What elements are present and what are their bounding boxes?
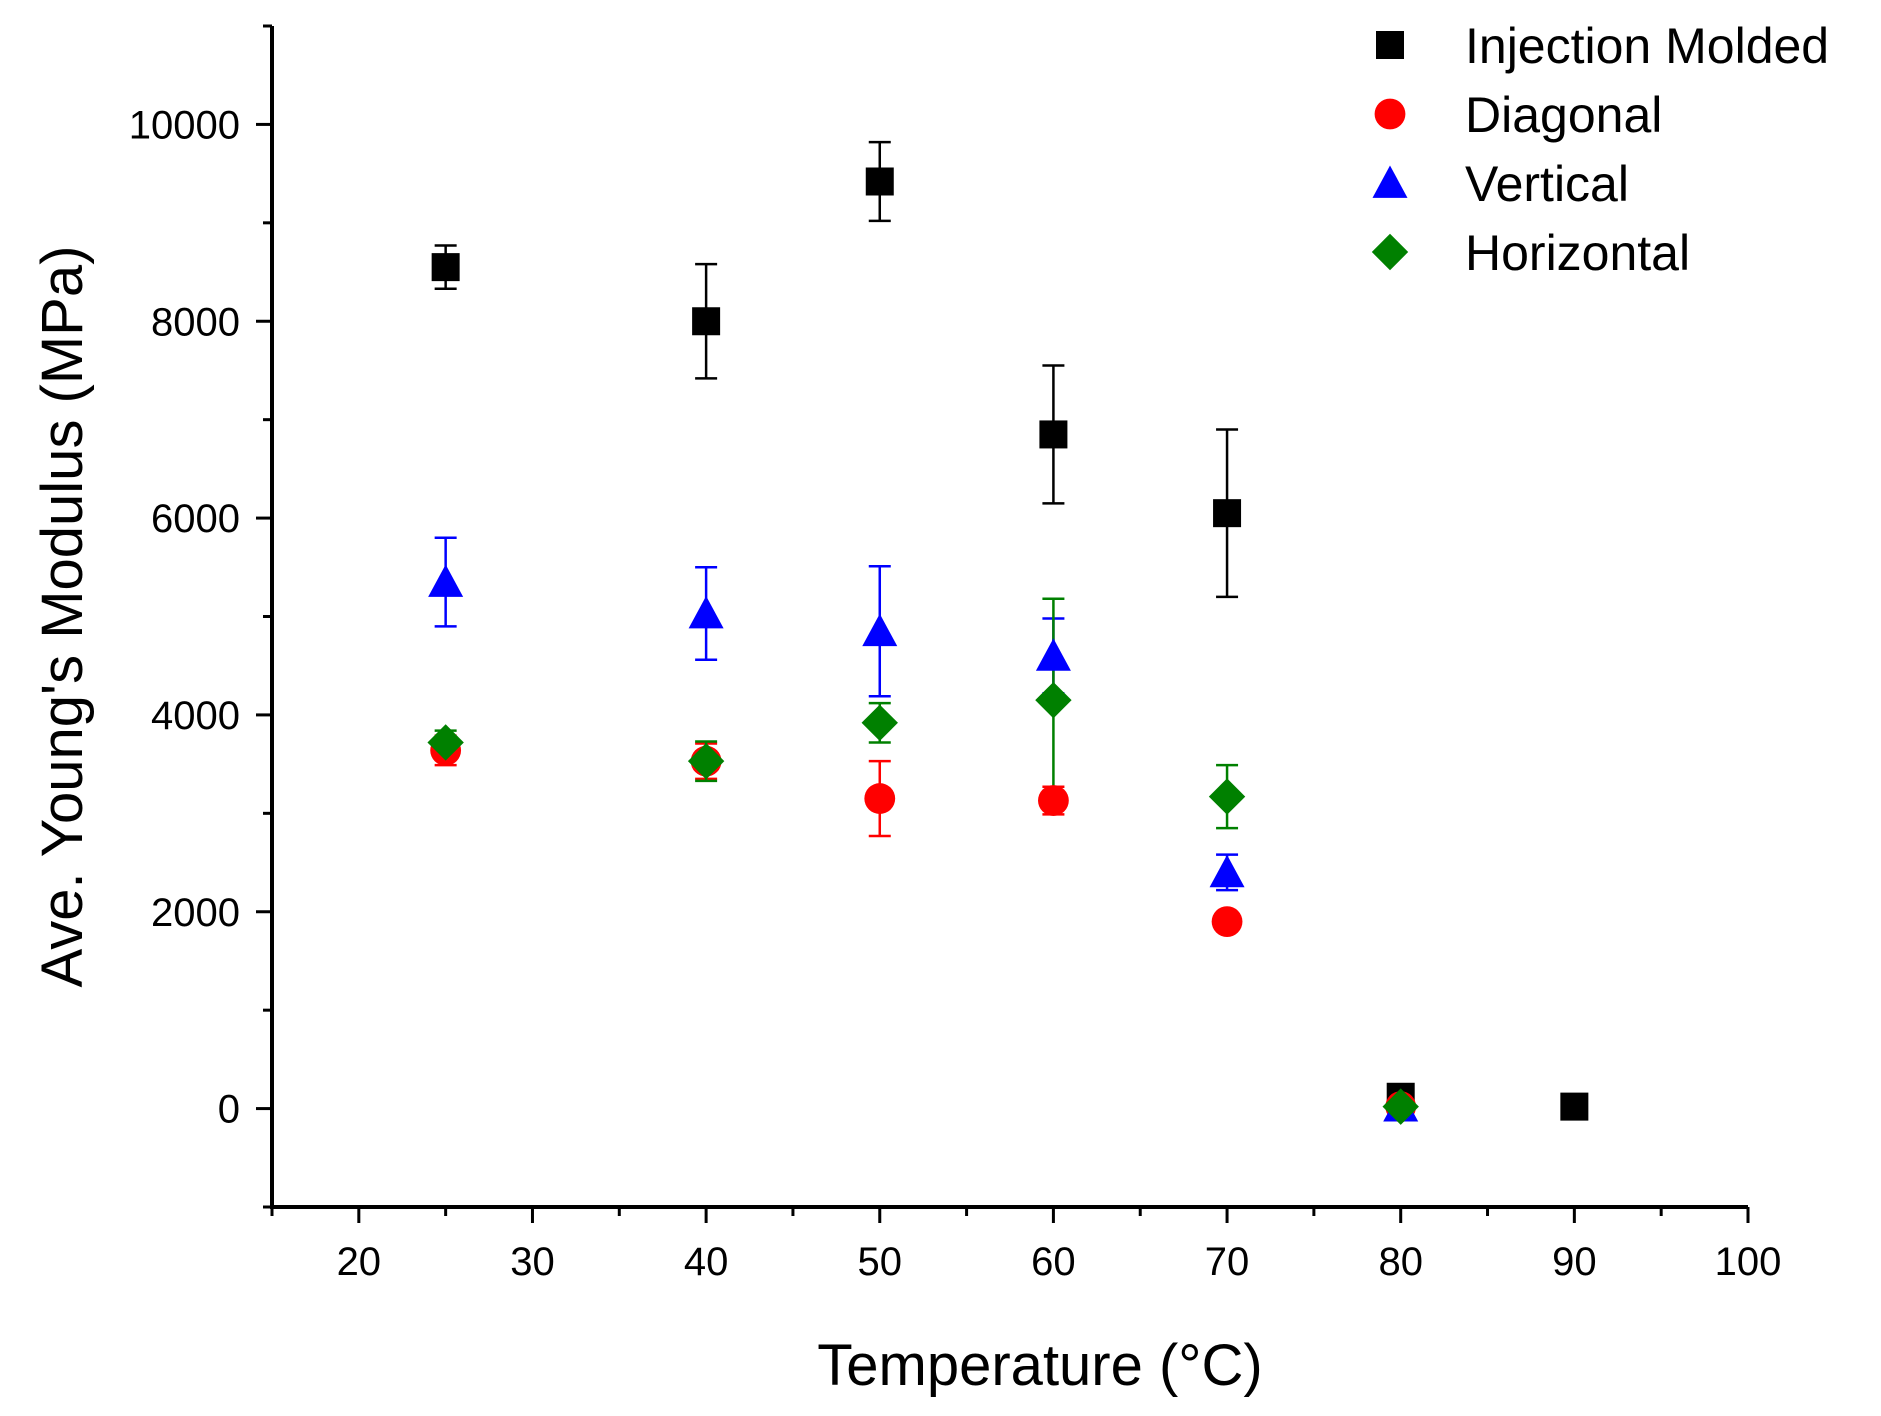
vertical-point [428, 564, 464, 597]
horizontal-point [687, 742, 725, 780]
y-tick-label: 2000 [151, 891, 240, 935]
vertical-point [1035, 638, 1071, 671]
x-tick-label: 100 [1715, 1240, 1782, 1284]
vertical-point [688, 596, 724, 629]
errorbars-group [434, 140, 1239, 892]
x-tick-label: 60 [1031, 1240, 1076, 1284]
x-tick-label: 70 [1205, 1240, 1250, 1284]
y-tick-label: 8000 [151, 300, 240, 344]
horizontal-point [427, 724, 464, 761]
horizontal-point [1382, 1088, 1419, 1125]
injection-molded-point [692, 307, 721, 336]
legend-label-horizontal: Horizontal [1465, 225, 1690, 281]
y-axis-title: Ave. Young's Modulus (MPa) [30, 246, 95, 988]
diagonal-point [1038, 785, 1069, 816]
diagonal-point [864, 783, 896, 814]
legend: Injection Molded Diagonal Vertical Horizont… [1371, 18, 1829, 281]
ticks-group: 20 30 40 50 60 70 80 90 100 0 2000 4000 6000 8000 1000… [129, 24, 1782, 1284]
x-tick-label: 20 [337, 1240, 382, 1284]
horizontal-point [1035, 681, 1072, 719]
injection-molded-point [1560, 1092, 1589, 1121]
x-tick-label: 40 [684, 1240, 729, 1284]
y-tick-label: 6000 [151, 497, 240, 541]
diagonal-point [1211, 906, 1243, 937]
x-tick-label: 80 [1378, 1240, 1423, 1284]
x-tick-label: 90 [1552, 1240, 1597, 1284]
markers-group [427, 167, 1589, 1125]
y-tick-label: 0 [218, 1088, 240, 1132]
legend-label-vertical: Vertical [1465, 156, 1629, 212]
horizontal-point [1208, 778, 1246, 815]
legend-marker-vertical [1372, 165, 1408, 198]
vertical-point [1209, 854, 1245, 888]
y-tick-label: 10000 [129, 103, 240, 147]
injection-molded-point [865, 167, 894, 196]
x-tick-label: 30 [510, 1240, 555, 1284]
vertical-point [862, 613, 898, 647]
legend-label-injection-molded: Injection Molded [1465, 18, 1829, 74]
x-axis-title: Temperature (°C) [817, 1333, 1262, 1398]
injection-molded-point [431, 253, 460, 282]
horizontal-point [861, 704, 898, 741]
injection-molded-point [1213, 499, 1242, 528]
y-tick-label: 4000 [151, 694, 240, 738]
x-tick-label: 50 [858, 1240, 903, 1284]
injection-molded-point [1039, 420, 1068, 449]
legend-label-diagonal: Diagonal [1465, 87, 1662, 143]
legend-marker-injection-molded [1376, 31, 1404, 59]
legend-marker-horizontal [1371, 233, 1409, 271]
legend-marker-diagonal [1374, 98, 1406, 130]
